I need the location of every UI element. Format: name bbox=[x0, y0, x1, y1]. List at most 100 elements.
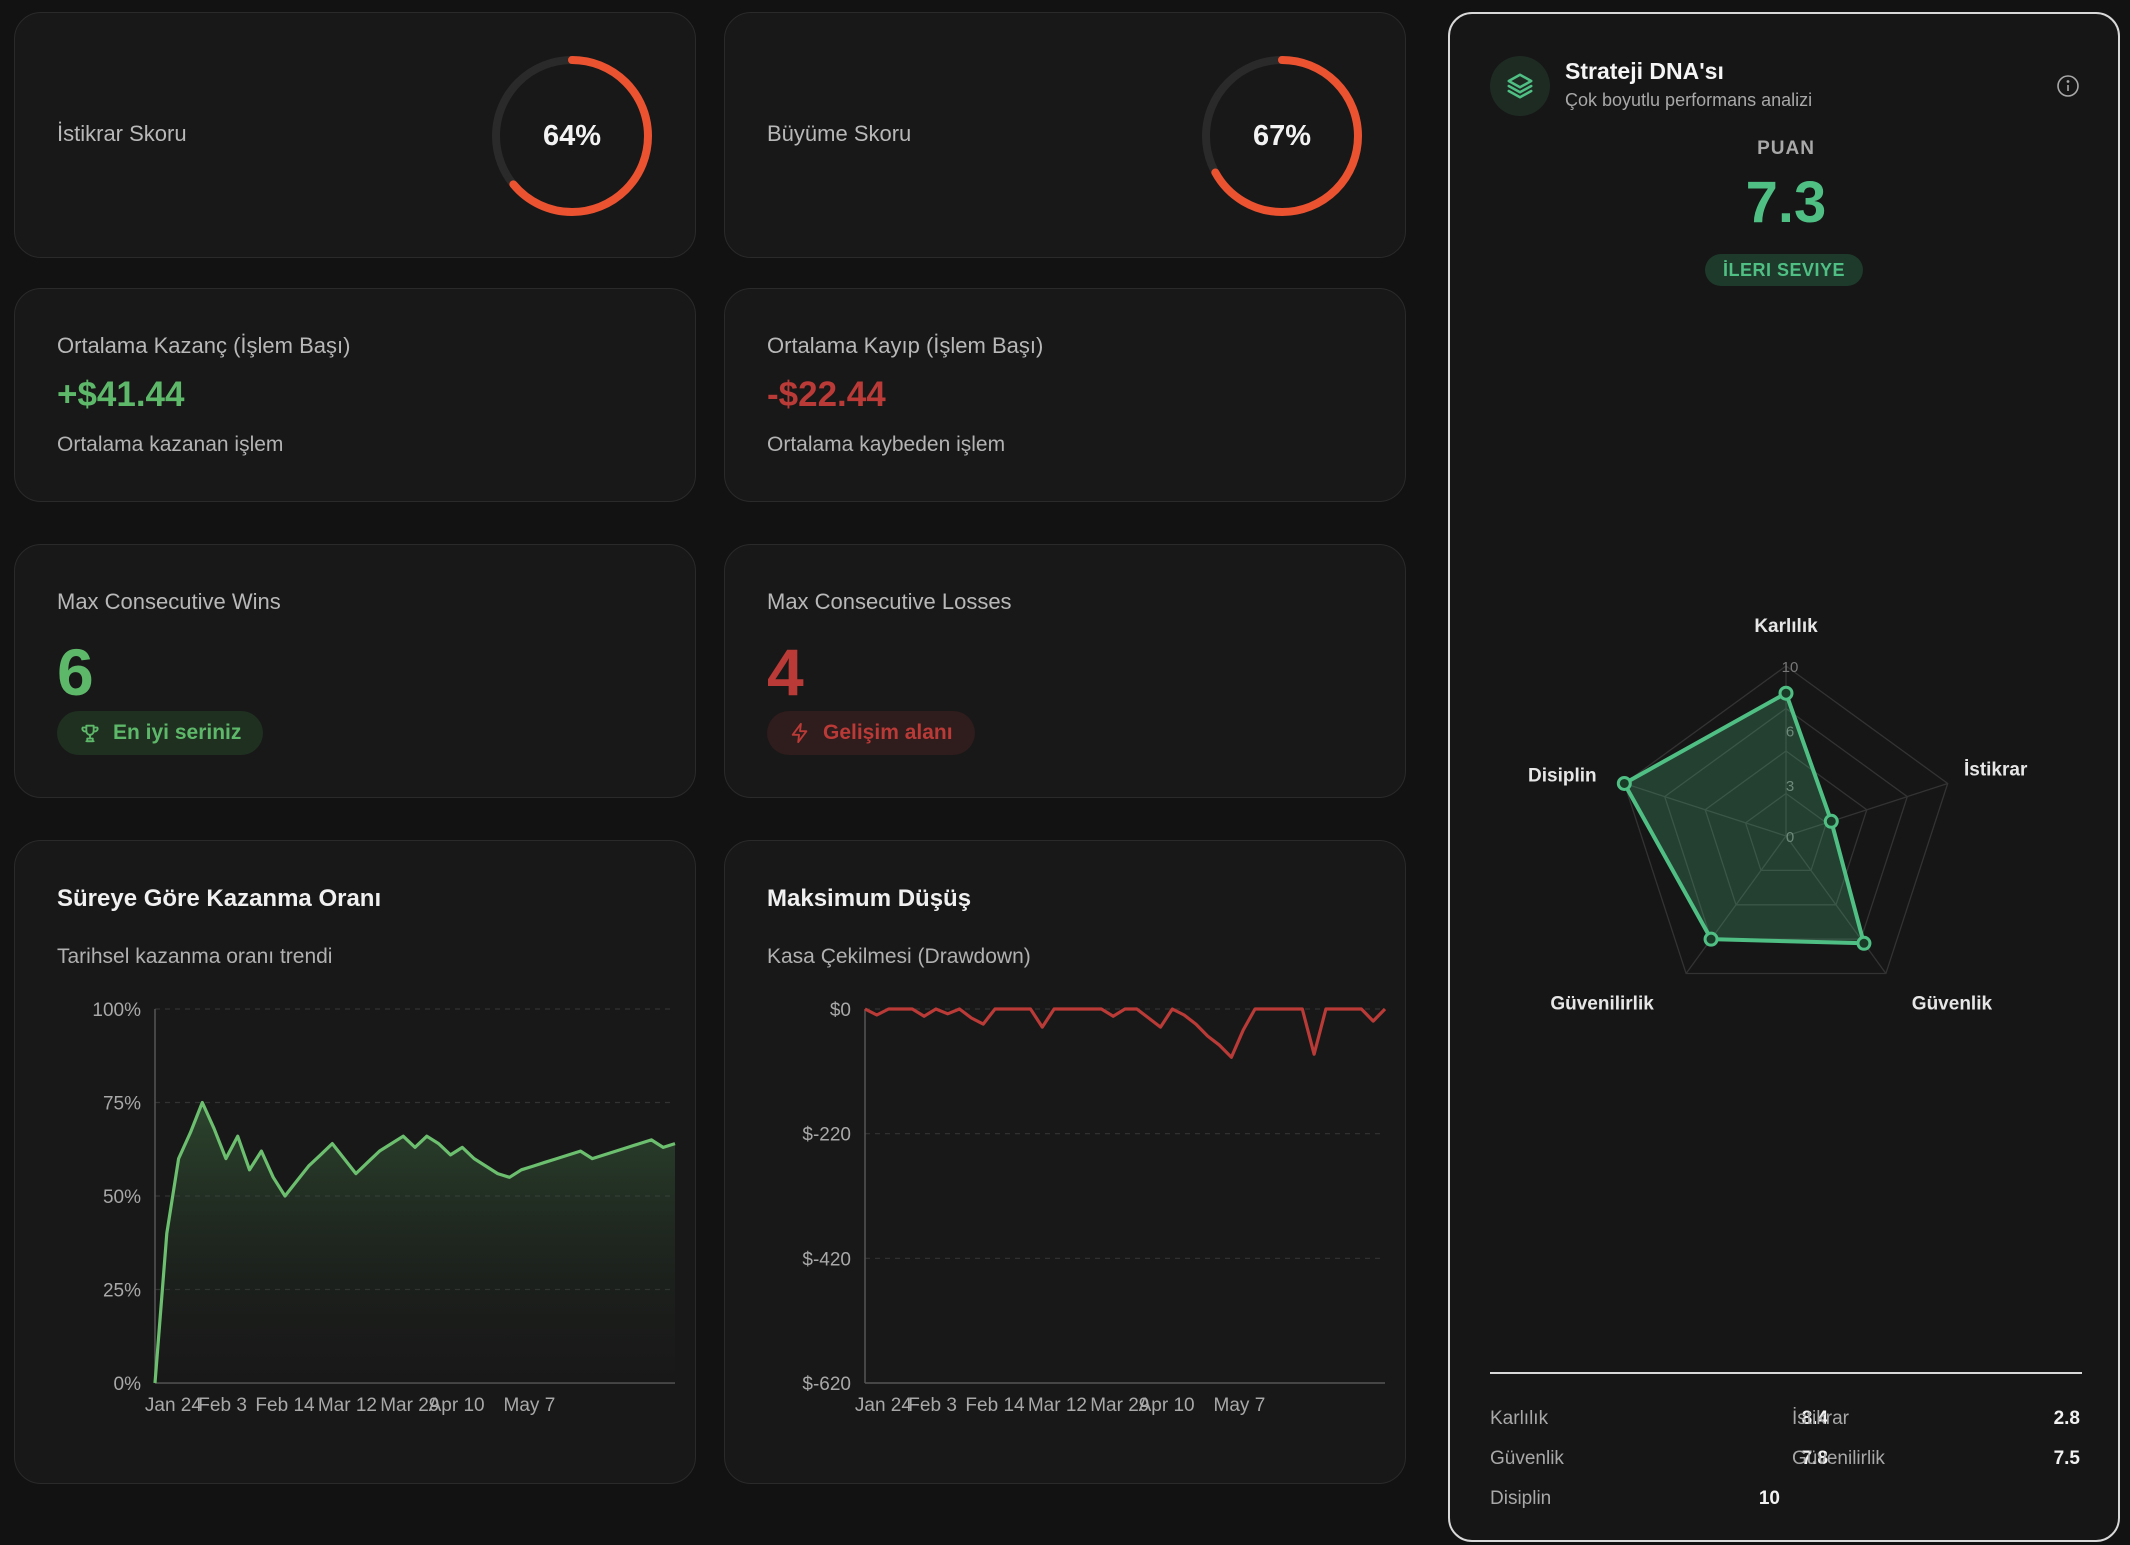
stat-name-guvenlik: Güvenlik bbox=[1490, 1448, 1564, 1469]
best-streak-badge-label: En iyi seriniz bbox=[113, 721, 242, 744]
dna-subtitle: Çok boyutlu performans analizi bbox=[1565, 90, 1813, 110]
drawdown-line bbox=[864, 1007, 1387, 1059]
drawdown-x-tick: Apr 10 bbox=[1139, 1395, 1195, 1416]
max-wins-value: 6 bbox=[57, 635, 94, 709]
growth-donut-arc bbox=[1202, 56, 1362, 216]
radar-chart: 10 6 3 0 Karlılık İstikrar Güvenlik Güvenilirli… bbox=[1528, 616, 2028, 1015]
avg-loss-label: Ortalama Kayıp (İşlem Başı) bbox=[767, 333, 1044, 358]
stability-donut-arc bbox=[492, 56, 652, 216]
radar-spoke bbox=[1785, 835, 1887, 974]
stability-donut: 64% bbox=[489, 53, 655, 219]
radar-point bbox=[1778, 685, 1794, 701]
max-losses-value: 4 bbox=[767, 635, 804, 709]
dna-title: Strateji DNA'sı bbox=[1565, 58, 1724, 84]
avg-win-sub: Ortalama kazanan işlem bbox=[57, 433, 284, 456]
radar-axis-label: Güvenilirlik bbox=[1550, 994, 1654, 1015]
winrate-chart-subtitle: Tarihsel kazanma oranı trendi bbox=[57, 945, 333, 968]
drawdown-x-tick: Mar 29 bbox=[1090, 1395, 1149, 1416]
stat-name-disiplin: Disiplin bbox=[1490, 1488, 1552, 1509]
radar-axis-label: Disiplin bbox=[1528, 765, 1597, 786]
winrate-y-tick: 0% bbox=[114, 1374, 142, 1395]
growth-score-card: Büyüme Skoru 67% bbox=[724, 12, 1406, 258]
winrate-y-tick: 50% bbox=[103, 1187, 141, 1208]
lightning-icon bbox=[791, 722, 808, 744]
stability-score-card: İstikrar Skoru 64% bbox=[14, 12, 696, 258]
radar-spoke bbox=[1624, 782, 1787, 837]
radar-ring bbox=[1623, 665, 1949, 975]
stat-value-guvenlik: 7.8 bbox=[1801, 1448, 1828, 1469]
drawdown-chart-subtitle: Kasa Çekilmesi (Drawdown) bbox=[767, 945, 1031, 968]
radar-ring-label: 3 bbox=[1786, 778, 1794, 795]
stat-value-guvenilirlik: 7.5 bbox=[2053, 1448, 2080, 1469]
winrate-x-tick: Feb 3 bbox=[198, 1395, 247, 1416]
winrate-area bbox=[155, 1102, 675, 1383]
score-label: PUAN bbox=[1757, 138, 1815, 159]
radar-ring-label: 0 bbox=[1786, 829, 1794, 846]
stat-name-istikrar: İstikrar bbox=[1792, 1408, 1849, 1429]
drawdown-y-tick: $-620 bbox=[802, 1374, 851, 1395]
improvement-area-badge-label: Gelişim alanı bbox=[823, 721, 953, 744]
max-wins-label: Max Consecutive Wins bbox=[57, 589, 281, 614]
info-icon[interactable] bbox=[2056, 74, 2080, 98]
avg-loss-sub: Ortalama kaybeden işlem bbox=[767, 433, 1006, 456]
radar-ring bbox=[1704, 750, 1868, 906]
radar-axis-label: Güvenlik bbox=[1912, 994, 1993, 1015]
drawdown-chart-title: Maksimum Düşüş bbox=[767, 885, 972, 912]
radar-area bbox=[1622, 691, 1866, 946]
drawdown-x-tick: Feb 14 bbox=[965, 1395, 1025, 1416]
radar-point bbox=[1856, 935, 1872, 951]
drawdown-y-tick: $-420 bbox=[802, 1249, 851, 1270]
radar-point bbox=[1823, 813, 1839, 829]
stats-divider bbox=[1490, 1372, 2082, 1374]
avg-win-card: Ortalama Kazanç (İşlem Başı) +$41.44 Ort… bbox=[14, 288, 696, 502]
growth-donut: 67% bbox=[1199, 53, 1365, 219]
stat-name-guvenilirlik: Güvenilirlik bbox=[1792, 1448, 1885, 1469]
drawdown-y-tick: $-220 bbox=[802, 1125, 851, 1146]
trophy-icon bbox=[81, 724, 99, 743]
radar-axis-label: İstikrar bbox=[1964, 759, 2028, 780]
winrate-x-tick: Mar 12 bbox=[318, 1395, 377, 1416]
radar-point bbox=[1616, 775, 1632, 791]
stat-value-karlilik: 8.4 bbox=[1801, 1408, 1828, 1429]
winrate-x-tick: Mar 29 bbox=[380, 1395, 439, 1416]
avg-loss-value: -$22.44 bbox=[767, 375, 886, 414]
level-badge: İLERI SEVIYE bbox=[1705, 254, 1863, 286]
max-wins-card: Max Consecutive Wins 6 En iyi seriniz bbox=[14, 544, 696, 798]
stat-name-karlilik: Karlılık bbox=[1490, 1408, 1549, 1429]
winrate-y-tick: 100% bbox=[92, 1000, 141, 1021]
radar-axis-label: Karlılık bbox=[1754, 616, 1818, 637]
winrate-x-tick: May 7 bbox=[504, 1395, 556, 1416]
radar-spoke bbox=[1785, 782, 1948, 837]
winrate-x-tick: Apr 10 bbox=[429, 1395, 485, 1416]
radar-ring bbox=[1744, 792, 1828, 872]
stability-score-label: İstikrar Skoru bbox=[57, 121, 187, 146]
radar-ring-label: 10 bbox=[1782, 659, 1799, 676]
growth-percent: 67% bbox=[1252, 119, 1312, 152]
drawdown-chart-card: Maksimum Düşüş Kasa Çekilmesi (Drawdown)… bbox=[724, 840, 1406, 1484]
winrate-x-tick: Jan 24 bbox=[145, 1395, 202, 1416]
improvement-area-badge: Gelişim alanı bbox=[767, 711, 975, 755]
avg-win-value: +$41.44 bbox=[57, 375, 185, 414]
radar-ring bbox=[1663, 707, 1909, 940]
radar-ring-label: 6 bbox=[1786, 724, 1794, 741]
score-value: 7.3 bbox=[1745, 170, 1827, 235]
winrate-y-tick: 25% bbox=[103, 1281, 141, 1302]
layers-icon bbox=[1490, 56, 1550, 116]
radar-spoke bbox=[1685, 835, 1787, 974]
drawdown-x-tick: Mar 12 bbox=[1028, 1395, 1087, 1416]
winrate-chart-title: Süreye Göre Kazanma Oranı bbox=[57, 885, 382, 912]
winrate-line bbox=[153, 1100, 676, 1384]
drawdown-x-tick: Feb 3 bbox=[908, 1395, 957, 1416]
stat-value-istikrar: 2.8 bbox=[2053, 1408, 2080, 1429]
max-losses-label: Max Consecutive Losses bbox=[767, 589, 1012, 614]
avg-win-label: Ortalama Kazanç (İşlem Başı) bbox=[57, 333, 351, 358]
drawdown-x-tick: Jan 24 bbox=[855, 1395, 912, 1416]
winrate-x-tick: Feb 14 bbox=[255, 1395, 315, 1416]
winrate-y-tick: 75% bbox=[103, 1094, 141, 1115]
growth-score-label: Büyüme Skoru bbox=[767, 121, 912, 146]
drawdown-y-tick: $0 bbox=[830, 1000, 851, 1021]
stat-value-disiplin: 10 bbox=[1758, 1488, 1780, 1509]
drawdown-x-tick: May 7 bbox=[1214, 1395, 1266, 1416]
